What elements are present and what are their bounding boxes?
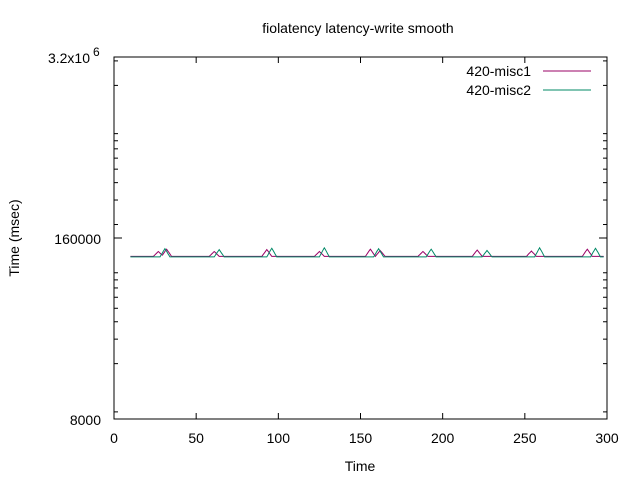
- x-tick-label: 100: [267, 430, 291, 446]
- y-tick-exponent: 6: [93, 45, 100, 59]
- legend: 420-misc1 420-misc2: [466, 63, 591, 98]
- x-axis-label: Time: [345, 458, 376, 474]
- x-tick-label: 300: [595, 430, 619, 446]
- x-tick-label: 150: [349, 430, 373, 446]
- x-tick-label: 50: [188, 430, 204, 446]
- x-tick-label: 200: [431, 430, 455, 446]
- y-axis-label: Time (msec): [6, 199, 22, 276]
- chart-title: fiolatency latency-write smooth: [262, 20, 453, 36]
- y-tick-label: 8000: [70, 412, 101, 428]
- legend-label-series-2: 420-misc2: [466, 82, 531, 98]
- series-line-1: [130, 248, 604, 258]
- y-tick-label: 160000: [54, 231, 101, 247]
- plot-frame: [113, 56, 608, 420]
- x-tick-label: 0: [110, 430, 118, 446]
- legend-label-series-1: 420-misc1: [466, 63, 531, 79]
- x-tick-label: 250: [513, 430, 537, 446]
- y-tick-label: 3.2x10: [48, 50, 90, 66]
- series-line-2: [130, 246, 604, 258]
